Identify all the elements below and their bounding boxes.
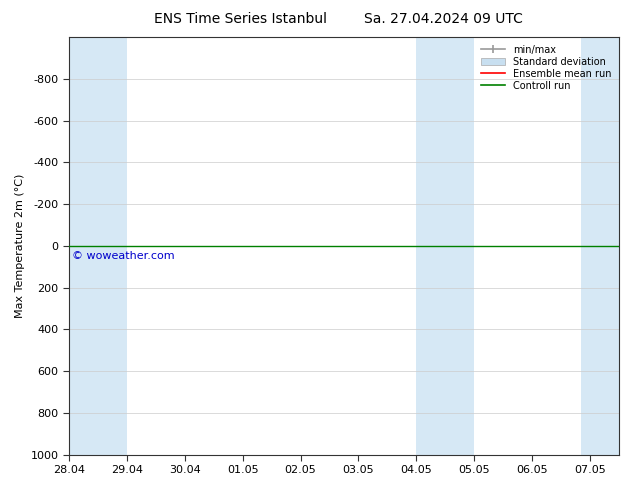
Bar [417, 37, 474, 455]
Bar [581, 37, 619, 455]
Text: ENS Time Series Istanbul: ENS Time Series Istanbul [155, 12, 327, 26]
Bar [69, 37, 127, 455]
Text: © woweather.com: © woweather.com [72, 251, 174, 261]
Y-axis label: Max Temperature 2m (°C): Max Temperature 2m (°C) [15, 173, 25, 318]
Legend: min/max, Standard deviation, Ensemble mean run, Controll run: min/max, Standard deviation, Ensemble me… [478, 42, 614, 94]
Text: Sa. 27.04.2024 09 UTC: Sa. 27.04.2024 09 UTC [365, 12, 523, 26]
